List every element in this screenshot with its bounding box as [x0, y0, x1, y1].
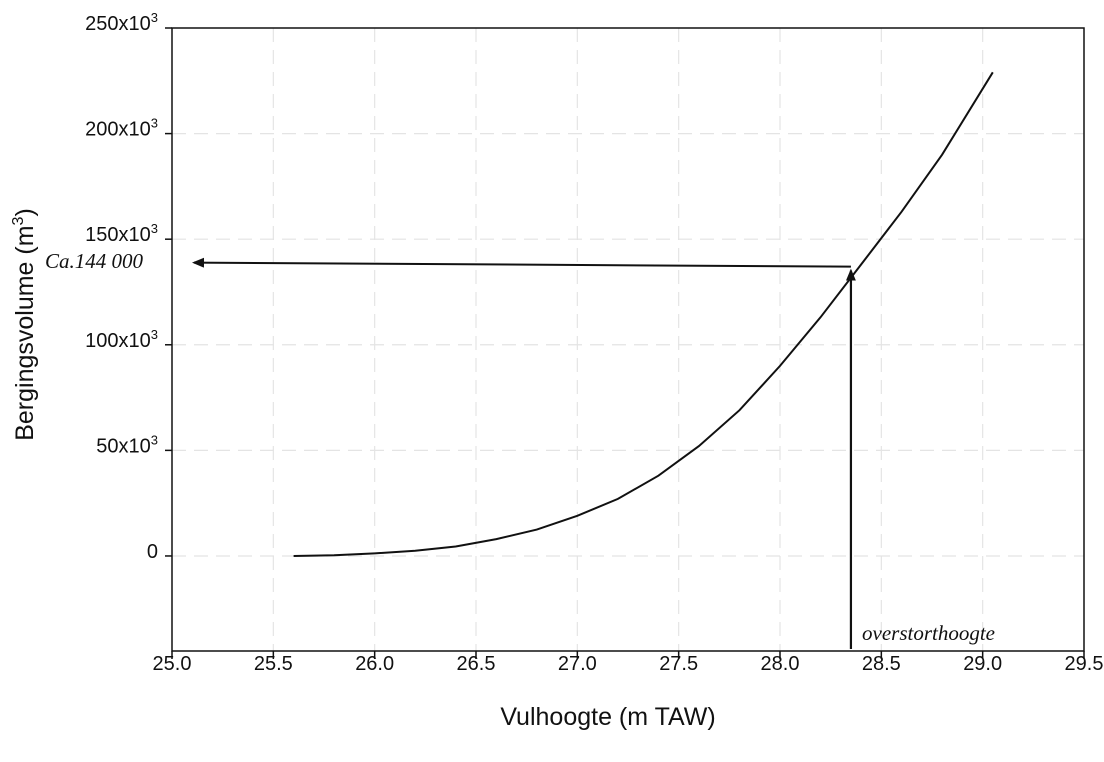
x-axis-ticks: 25.0 25.5 26.0 26.5 27.0 27.5 28.0 28.5 29.0 29.5: [153, 651, 1104, 675]
x-tick-label: 26.0: [355, 653, 394, 675]
x-tick-label: 27.0: [558, 653, 597, 675]
volume-curve: [293, 71, 994, 557]
grid: [172, 28, 1084, 651]
y-tick-label: 150x103: [85, 221, 158, 246]
y-axis-title-main: Bergingsvolume (m: [11, 225, 39, 440]
level-annotation: Ca.144 000: [45, 249, 144, 273]
y-axis-title: Bergingsvolume (m3): [10, 208, 39, 441]
y-axis-ticks: 0 50x103 100x103 150x103 200x103 250x103: [85, 10, 172, 563]
x-tick-label: 26.5: [457, 653, 496, 675]
level-arrow: [192, 257, 851, 268]
y-tick-label: 0: [147, 541, 158, 563]
x-tick-label: 27.5: [659, 653, 698, 675]
y-tick-label: 50x103: [96, 432, 158, 457]
y-axis-title-superscript: 3: [10, 216, 27, 225]
y-tick-label: 100x103: [85, 327, 158, 352]
x-tick-label: 29.0: [963, 653, 1002, 675]
plot-frame: [171, 27, 1085, 652]
x-tick-label: 28.5: [862, 653, 901, 675]
x-axis-title: Vulhoogte (m TAW): [500, 703, 715, 731]
x-tick-label: 25.0: [153, 653, 192, 675]
y-tick-label: 200x103: [85, 116, 158, 141]
y-axis-title-close: ): [11, 208, 39, 216]
x-tick-label: 29.5: [1065, 653, 1104, 675]
x-tick-label: 25.5: [254, 653, 293, 675]
x-tick-label: 28.0: [761, 653, 800, 675]
y-tick-label: 250x103: [85, 10, 158, 35]
overflow-annotation: overstorthoogte: [862, 621, 995, 645]
